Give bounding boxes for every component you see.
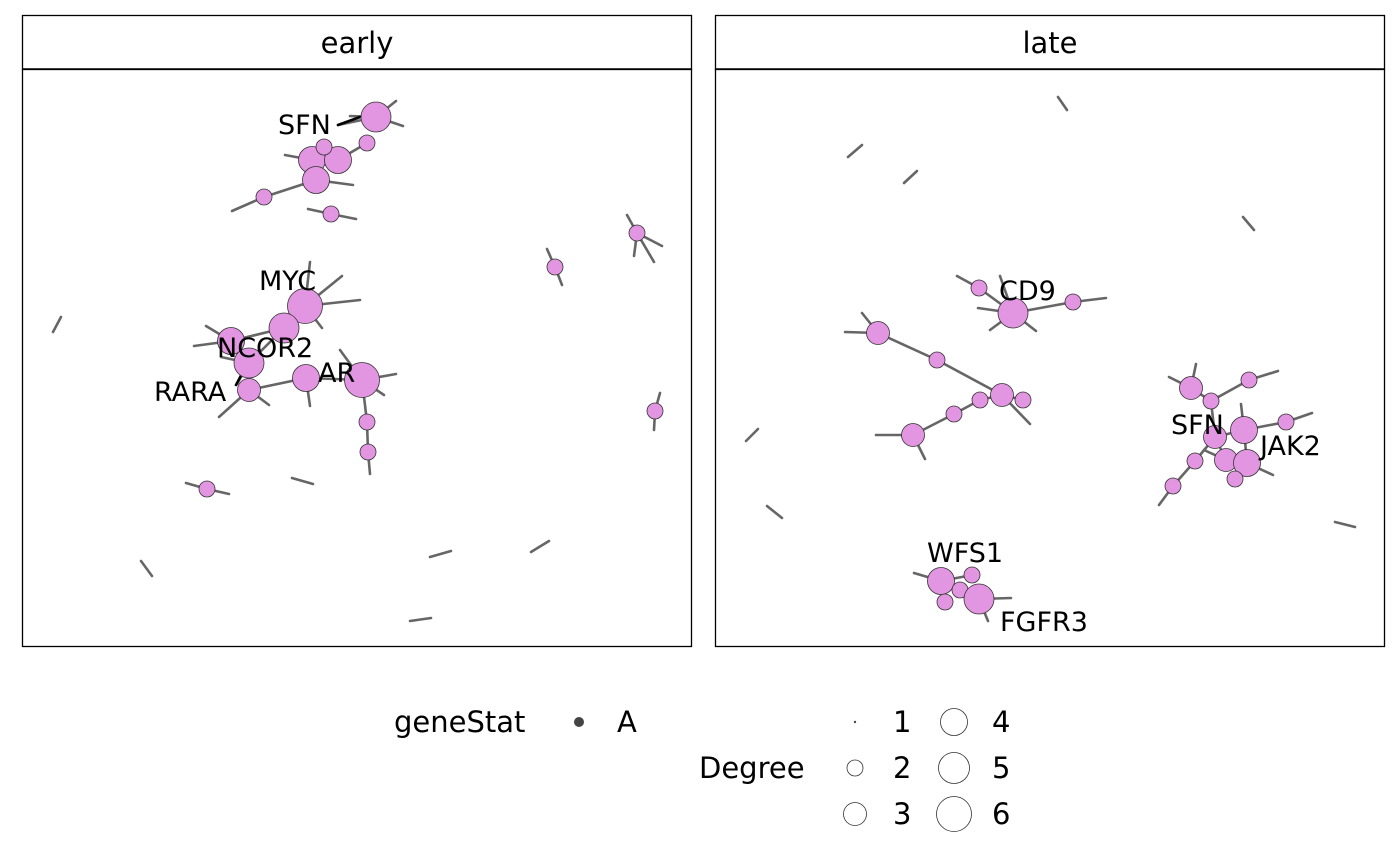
legend-label-degree-4: 4 xyxy=(992,705,1010,739)
legend-label-degree-1: 1 xyxy=(893,705,911,739)
node-jak2 xyxy=(1233,449,1261,477)
node xyxy=(302,166,330,194)
node-ar xyxy=(344,362,380,398)
legend-key-degree-3 xyxy=(843,802,867,826)
label-sfn: SFN xyxy=(278,110,331,141)
node xyxy=(963,566,981,584)
node-rara xyxy=(237,378,261,402)
legend-key-degree-5 xyxy=(938,752,970,784)
node xyxy=(358,134,376,152)
node xyxy=(628,224,646,242)
node-sfn xyxy=(360,101,392,133)
node xyxy=(1240,371,1258,389)
node-wfs1 xyxy=(927,567,955,595)
legend-key-degree-4 xyxy=(940,708,968,736)
legend-title-degree: Degree xyxy=(699,751,805,785)
legend-key-degree-2 xyxy=(846,759,864,777)
legend-label-a: A xyxy=(617,705,637,739)
legend: geneStat A Degree 1 2 3 4 5 6 xyxy=(394,705,1010,832)
node xyxy=(901,423,925,447)
node-sfn-late xyxy=(1230,416,1258,444)
plot-area-early xyxy=(21,68,693,648)
strip-early xyxy=(21,14,693,71)
legend-key-degree-6 xyxy=(936,796,972,832)
node xyxy=(1186,452,1204,470)
panel-early: early xyxy=(21,14,693,648)
legend-key-dot xyxy=(574,717,584,727)
node xyxy=(1164,477,1182,495)
legend-degree: Degree 1 2 3 4 5 6 xyxy=(699,705,1010,832)
label-wfs1: WFS1 xyxy=(927,538,1003,569)
node xyxy=(255,188,273,206)
node xyxy=(1202,392,1220,410)
label-rara: RARA xyxy=(154,377,227,408)
legend-genestat: geneStat A xyxy=(394,705,637,739)
node xyxy=(936,593,954,611)
legend-title-genestat: geneStat xyxy=(394,705,525,739)
node xyxy=(970,279,988,297)
nodes-late xyxy=(866,279,1295,615)
label-cd9: CD9 xyxy=(999,276,1056,307)
strip-label-early: early xyxy=(321,26,394,60)
node xyxy=(1226,470,1244,488)
node xyxy=(546,258,564,276)
strip-late xyxy=(714,14,1386,71)
node xyxy=(198,480,216,498)
node xyxy=(1064,293,1082,311)
strip-label-late: late xyxy=(1022,26,1077,60)
node xyxy=(971,391,989,409)
nodes-early xyxy=(198,101,664,498)
node xyxy=(1277,413,1295,431)
node xyxy=(217,327,245,355)
labels-late: CD9 SFN JAK2 WFS1 FGFR3 xyxy=(927,276,1321,638)
node xyxy=(1203,425,1227,449)
label-jak2: JAK2 xyxy=(1258,431,1321,462)
node xyxy=(646,402,664,420)
node xyxy=(292,364,320,392)
node xyxy=(268,312,300,344)
label-ar: AR xyxy=(318,358,355,389)
node-ncor2 xyxy=(233,347,265,379)
label-myc: MYC xyxy=(259,266,316,297)
label-fgfr3: FGFR3 xyxy=(1000,607,1088,638)
node xyxy=(928,351,946,369)
legend-label-degree-3: 3 xyxy=(893,797,911,831)
node-myc xyxy=(287,288,323,324)
node xyxy=(990,383,1014,407)
node xyxy=(358,413,376,431)
node xyxy=(1014,391,1032,409)
node xyxy=(359,443,377,461)
node xyxy=(1179,376,1203,400)
node-cd9 xyxy=(997,297,1029,329)
node-fgfr3 xyxy=(963,583,995,615)
node xyxy=(945,405,963,423)
legend-label-degree-2: 2 xyxy=(893,751,911,785)
label-ncor2: NCOR2 xyxy=(217,333,313,364)
label-sfn: SFN xyxy=(1171,410,1224,441)
node xyxy=(324,146,352,174)
legend-key-degree-1 xyxy=(853,720,857,724)
node xyxy=(315,138,333,156)
panel-late: late xyxy=(714,14,1386,648)
node xyxy=(866,321,890,345)
labels-early: SFN MYC NCOR2 AR RARA xyxy=(154,110,355,408)
plot-area-late xyxy=(714,68,1386,648)
node xyxy=(322,205,340,223)
legend-label-degree-5: 5 xyxy=(992,751,1010,785)
legend-label-degree-6: 6 xyxy=(992,797,1010,831)
